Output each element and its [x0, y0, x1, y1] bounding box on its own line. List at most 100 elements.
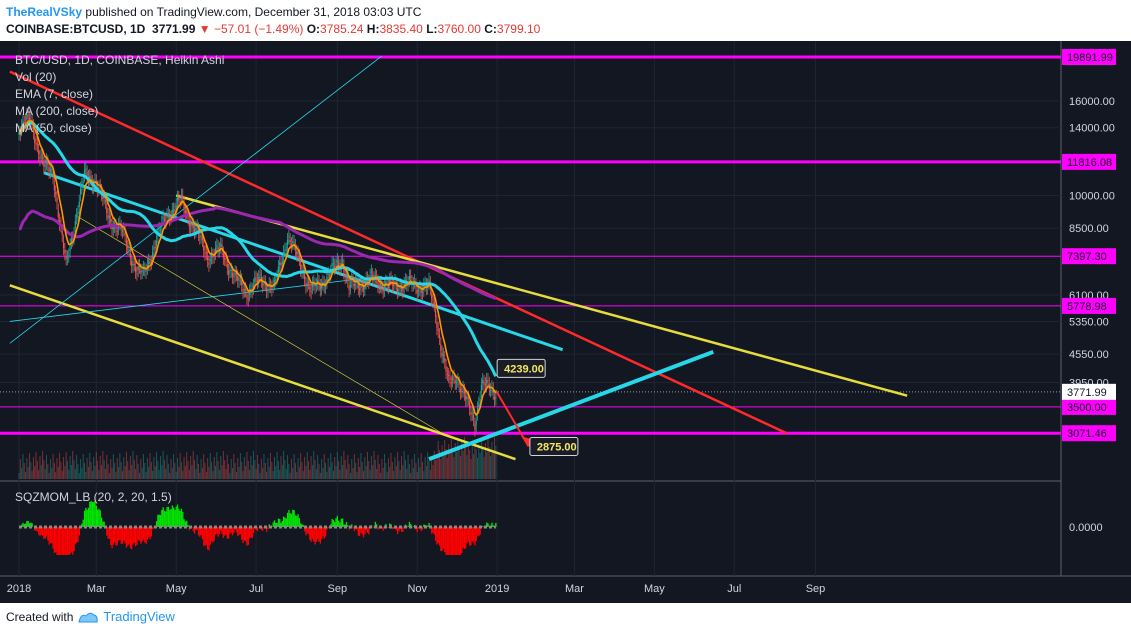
low-value: 3760.00 — [437, 22, 481, 36]
volume-bar — [57, 467, 59, 479]
candle-body — [284, 249, 286, 251]
candle-body — [452, 377, 454, 381]
volume-bar — [229, 473, 231, 479]
momentum-bar — [45, 527, 48, 537]
momentum-bar — [395, 527, 397, 531]
candle-body — [34, 138, 36, 143]
volume-bar — [173, 454, 175, 479]
volume-bar — [246, 452, 248, 479]
candle-body — [79, 188, 82, 195]
volume-bar — [380, 473, 382, 479]
momentum-bar — [482, 526, 484, 527]
candle-body — [419, 287, 421, 290]
momentum-bar — [255, 527, 257, 531]
candle-body — [285, 249, 287, 251]
momentum-bar — [279, 519, 281, 527]
volume-bar — [429, 470, 431, 479]
momentum-bar — [377, 527, 379, 530]
volume-bar — [280, 456, 282, 479]
momentum-bar — [83, 510, 86, 527]
candle-body — [57, 210, 59, 217]
candle-body — [434, 311, 437, 317]
volume-bar — [19, 459, 21, 479]
candle-body — [40, 155, 42, 157]
change-text: ▼ −57.01 (−1.49%) — [198, 22, 304, 36]
candle-body — [465, 395, 467, 400]
candle-body — [398, 289, 400, 291]
momentum-bar — [93, 502, 95, 527]
momentum-bar — [421, 527, 424, 530]
volume-bar — [302, 471, 304, 479]
candle-body — [41, 157, 44, 159]
volume-bar — [78, 473, 80, 479]
author-name[interactable]: TheRealVSky — [6, 5, 83, 19]
momentum-bar — [353, 527, 356, 532]
momentum-bar — [64, 527, 66, 555]
volume-bar — [421, 462, 423, 479]
momentum-bar — [338, 520, 340, 527]
candle-body — [490, 390, 492, 392]
candle-body — [123, 229, 125, 231]
momentum-bar — [449, 527, 451, 555]
candle-body — [349, 284, 352, 288]
publish-line: TheRealVSky published on TradingView.com… — [6, 5, 421, 19]
volume-bar — [343, 451, 345, 479]
price-tick-label: 5350.00 — [1069, 316, 1109, 328]
volume-bar — [360, 453, 362, 479]
volume-bar — [243, 457, 245, 479]
momentum-bar — [172, 507, 175, 527]
volume-bar — [140, 459, 142, 479]
volume-bar — [237, 458, 239, 479]
volume-bar — [107, 464, 109, 479]
volume-bar — [111, 468, 113, 479]
momentum-bar — [262, 527, 264, 531]
volume-bar — [178, 467, 180, 479]
tradingview-brand[interactable]: TradingView — [103, 609, 175, 624]
momentum-bar — [251, 527, 253, 539]
volume-bar — [352, 468, 354, 479]
volume-bar — [310, 456, 312, 479]
volume-bar — [323, 454, 325, 479]
momentum-bar — [239, 527, 242, 535]
momentum-bar — [197, 527, 200, 536]
low-label: L: — [426, 22, 438, 36]
price-chart[interactable]: 16000.0014000.0010000.008500.006100.0053… — [0, 41, 1131, 603]
candle-body — [417, 289, 420, 291]
volume-bar — [452, 448, 454, 479]
candle-body — [425, 284, 428, 288]
candle-body — [239, 277, 241, 279]
squeeze-momentum — [19, 500, 497, 555]
volume-bar — [81, 468, 83, 479]
momentum-bar — [479, 527, 481, 535]
volume-bar — [381, 459, 383, 479]
volume-bar — [249, 470, 251, 479]
volume-bar — [194, 460, 196, 479]
candle-body — [483, 382, 485, 385]
candle-body — [43, 162, 45, 168]
volume-bar — [162, 451, 164, 479]
momentum-bar — [171, 505, 173, 527]
candle-body — [214, 247, 217, 253]
candle-body — [331, 263, 333, 267]
momentum-bar — [184, 521, 187, 527]
volume-bar — [31, 471, 33, 479]
momentum-bar — [165, 511, 167, 527]
volume-bar — [104, 469, 106, 479]
candle-body — [74, 221, 76, 228]
volume-bar — [43, 460, 45, 479]
volume-bar — [292, 468, 294, 479]
candle-body — [233, 276, 235, 278]
momentum-bar — [297, 514, 299, 527]
volume-bar — [378, 464, 380, 479]
volume-bar — [368, 461, 370, 479]
momentum-bar — [68, 527, 70, 555]
momentum-bar — [152, 527, 154, 530]
candle-body — [116, 231, 118, 233]
volume-bar — [106, 455, 108, 479]
volume-bar — [406, 469, 408, 479]
volume-bar — [317, 455, 319, 479]
volume-bar — [84, 463, 85, 479]
momentum-bar — [331, 518, 333, 527]
volume-bar — [136, 455, 138, 479]
momentum-bar — [208, 527, 210, 551]
